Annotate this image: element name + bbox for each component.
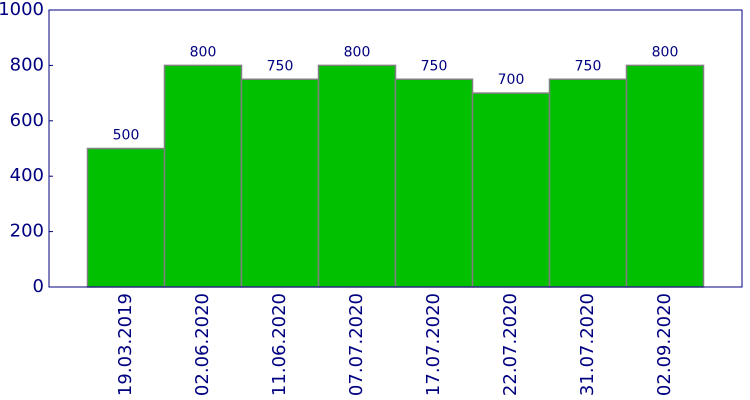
- x-tick-label: 31.07.2020: [577, 293, 598, 396]
- y-tick-label: 600: [10, 110, 44, 131]
- value-label: 800: [344, 44, 371, 60]
- bar: [163, 64, 243, 288]
- x-tick-label: 11.06.2020: [269, 293, 290, 396]
- y-tick-label: 1000: [0, 0, 44, 20]
- x-tick-label: 07.07.2020: [346, 293, 367, 396]
- x-tick-label: 17.07.2020: [423, 293, 444, 396]
- bar: [548, 78, 628, 288]
- bar: [317, 64, 397, 288]
- bar: [240, 78, 320, 288]
- value-label: 750: [421, 58, 448, 74]
- x-tick-label: 19.03.2019: [115, 293, 136, 396]
- value-label: 800: [652, 44, 679, 60]
- x-tick-label: 02.06.2020: [192, 293, 213, 396]
- value-label: 500: [113, 128, 140, 144]
- value-label: 700: [498, 72, 525, 88]
- y-tick-label: 400: [10, 165, 44, 186]
- y-tick-label: 0: [33, 276, 44, 297]
- y-tick-label: 200: [10, 221, 44, 242]
- value-label: 800: [190, 44, 217, 60]
- plot-frame: [48, 9, 743, 288]
- value-label: 750: [575, 58, 602, 74]
- bar: [86, 147, 166, 288]
- bar: [394, 78, 474, 288]
- x-tick-label: 22.07.2020: [500, 293, 521, 396]
- bar: [471, 92, 551, 288]
- y-tick-label: 800: [10, 54, 44, 75]
- bar: [625, 64, 705, 288]
- x-tick-label: 02.09.2020: [654, 293, 675, 396]
- value-label: 750: [267, 58, 294, 74]
